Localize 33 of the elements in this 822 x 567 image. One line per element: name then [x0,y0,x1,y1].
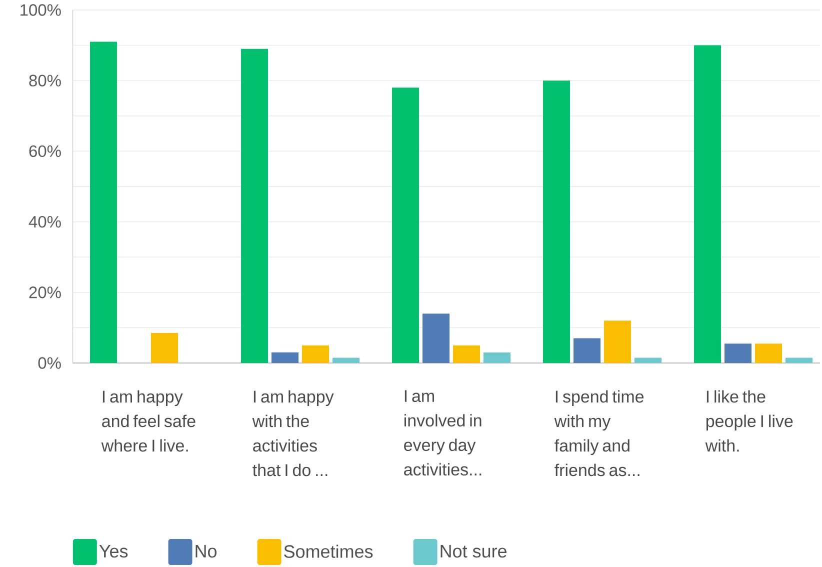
bar [574,338,601,363]
y-tick-label: 20% [29,286,61,298]
bar [302,345,330,363]
y-tick-label: 100% [20,4,61,16]
bar [543,80,570,363]
bar [422,314,450,363]
bar [724,344,752,363]
bar [392,88,420,363]
x-tick-label: I am involved in every day activities... [404,390,482,476]
y-tick-label: 0% [38,357,61,369]
x-tick-label: I like the people I live with. [705,390,793,452]
bar [241,48,268,363]
bar [604,320,632,363]
bar [453,345,480,363]
bar [90,42,118,363]
x-tick-label: I am happy and feel safe where I live. [101,390,196,452]
x-tick-label: I spend time with my family and friends as... [554,390,644,476]
legend-label: Sometimes [284,544,373,558]
y-tick-label: 80% [29,74,61,86]
bar [634,358,662,363]
bar [755,344,782,363]
bar [786,358,812,363]
bar [694,45,722,363]
legend-label: Not sure [440,545,506,558]
x-tick-label: I am happy with the activities that I do ... [252,390,334,476]
bar [484,352,511,363]
y-tick-label: 60% [29,145,61,158]
bar [332,358,360,363]
bar [151,332,178,363]
bar [272,352,299,363]
legend-label: No [196,545,217,558]
y-tick-label: 40% [28,216,61,228]
legend-label: Yes [99,545,128,558]
